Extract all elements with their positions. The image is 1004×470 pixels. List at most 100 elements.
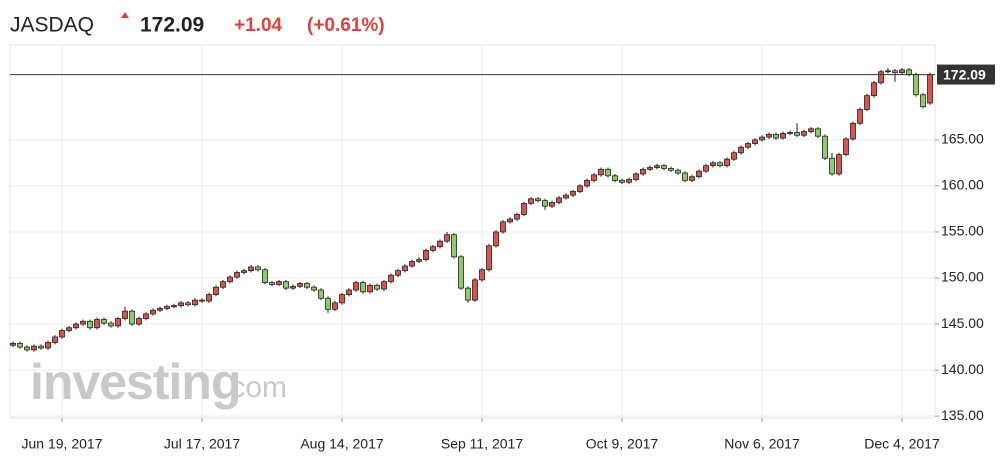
candle-body	[115, 318, 121, 327]
candle-body	[836, 154, 842, 175]
candle-body	[472, 279, 478, 301]
candle-body	[199, 299, 205, 302]
candle-body	[206, 294, 212, 302]
candle-body	[542, 200, 548, 207]
candle-body	[437, 240, 443, 248]
candle-body	[388, 274, 394, 283]
candle-body	[801, 131, 807, 136]
candle-body	[570, 191, 576, 196]
candle-body	[234, 272, 240, 278]
candle-body	[227, 276, 233, 283]
candle-body	[920, 94, 926, 108]
y-tick-label: 165.00	[941, 131, 984, 147]
candle-body	[822, 135, 828, 159]
y-tick-label: 135.00	[941, 407, 984, 423]
x-tick-label: Oct 9, 2017	[586, 436, 659, 452]
candle-body	[563, 194, 569, 199]
candle-body	[10, 342, 16, 346]
y-tick-label: 145.00	[941, 315, 984, 331]
candle-body	[241, 270, 247, 273]
candle-body	[311, 286, 317, 291]
candle-body	[458, 256, 464, 289]
candle-body	[689, 176, 695, 181]
candle-body	[94, 319, 100, 329]
watermark-brand: investing	[30, 354, 240, 410]
candle-body	[717, 162, 723, 167]
candle-body	[493, 231, 499, 247]
candle-body	[682, 172, 688, 181]
candle-body	[108, 322, 114, 327]
candle-body	[451, 234, 457, 258]
candle-body	[52, 336, 58, 343]
candle-body	[696, 170, 702, 178]
candle-body	[136, 318, 142, 325]
candle-body	[521, 203, 527, 215]
last-price-tag	[937, 64, 995, 85]
candle-body	[668, 168, 674, 171]
candle-body	[346, 289, 352, 295]
candle-body	[332, 302, 338, 310]
candle-body	[906, 69, 912, 75]
up-arrow-icon	[121, 12, 129, 18]
candle-body	[773, 133, 779, 139]
candle-body	[598, 168, 604, 176]
candle-body	[535, 198, 541, 202]
candle-body	[45, 342, 51, 349]
candle-body	[843, 138, 849, 155]
candle-body	[66, 327, 72, 331]
candle-body	[913, 74, 919, 96]
candle-body	[73, 323, 79, 329]
candle-body	[829, 157, 835, 175]
candle-body	[248, 266, 254, 272]
candle-body	[759, 136, 765, 141]
x-tick-label: Jun 19, 2017	[22, 436, 103, 452]
candle-body	[290, 285, 296, 289]
candle-body	[339, 294, 345, 304]
candle-body	[80, 320, 86, 325]
candle-body	[612, 175, 618, 181]
candle-body	[507, 218, 513, 223]
candle-body	[24, 346, 30, 351]
x-tick-label: Dec 4, 2017	[864, 436, 940, 452]
candle-body	[661, 165, 667, 169]
candle-body	[304, 283, 310, 288]
candle-body	[766, 133, 772, 138]
candle-body	[31, 345, 37, 351]
candle-body	[318, 289, 324, 299]
candle-body	[192, 299, 198, 306]
candle-body	[794, 132, 800, 136]
y-tick-label: 160.00	[941, 177, 984, 193]
candle-body	[864, 95, 870, 110]
candle-body	[402, 265, 408, 272]
candle-body	[479, 269, 485, 281]
candle-body	[745, 143, 751, 148]
candle-body	[675, 169, 681, 174]
candle-body	[430, 246, 436, 251]
candle-body	[640, 168, 646, 175]
candle-body	[122, 310, 128, 319]
last-price: 172.09	[140, 14, 204, 37]
candle-body	[150, 309, 156, 315]
candle-body	[605, 168, 611, 177]
candle-body	[787, 132, 793, 134]
price-change-percent: (+0.61%)	[307, 15, 385, 36]
candle-body	[633, 173, 639, 180]
candle-body	[500, 221, 506, 233]
y-tick-label: 150.00	[941, 269, 984, 285]
candle-body	[619, 179, 625, 183]
candle-body	[850, 122, 856, 140]
candle-body	[549, 202, 555, 207]
candle-body	[143, 313, 149, 319]
candle-body	[255, 266, 261, 271]
candle-body	[374, 284, 380, 290]
candle-body	[416, 259, 422, 262]
candle-body	[871, 82, 877, 97]
last-price-tag-label: 172.09	[943, 66, 986, 82]
candle-body	[171, 305, 177, 308]
candle-body	[752, 139, 758, 144]
candle-body	[395, 270, 401, 276]
candle-body	[710, 162, 716, 167]
candle-body	[87, 320, 93, 329]
candle-body	[17, 342, 23, 348]
candle-body	[157, 308, 163, 311]
